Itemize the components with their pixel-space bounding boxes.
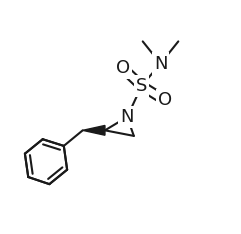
Text: N: N: [154, 55, 167, 73]
Text: S: S: [136, 77, 147, 95]
Polygon shape: [83, 125, 105, 135]
Text: O: O: [158, 91, 172, 109]
Text: N: N: [120, 108, 134, 126]
Text: O: O: [116, 59, 130, 77]
